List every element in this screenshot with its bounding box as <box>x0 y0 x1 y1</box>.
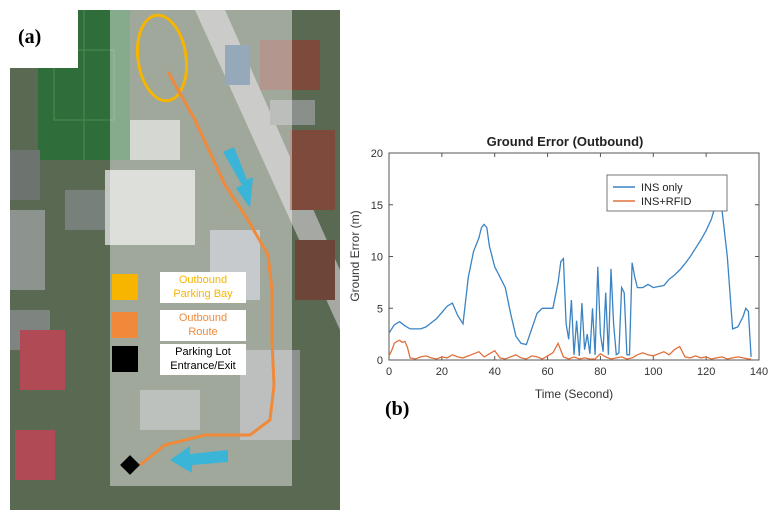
red-roof-building <box>20 330 65 390</box>
x-axis-label: Time (Second) <box>535 387 613 401</box>
chart-legend: INS only INS+RFID <box>606 174 728 212</box>
x-tick-label: 60 <box>541 366 553 378</box>
legend-entry: INS only <box>641 182 683 194</box>
entrance-marker <box>120 455 140 475</box>
direction-arrow-down <box>223 147 253 208</box>
x-tick-label: 120 <box>697 366 715 378</box>
x-tick-label: 0 <box>386 366 392 378</box>
route-swatch <box>112 312 138 338</box>
y-tick-label: 20 <box>371 148 383 160</box>
aerial-map-image <box>10 10 340 510</box>
ground-error-chart: Ground Error (Outbound) 0 5 10 15 20 0 20 40 60… <box>345 128 780 408</box>
parking-bay-swatch <box>112 274 138 300</box>
route-legend-label: Outbound Route <box>160 310 246 341</box>
entrance-swatch <box>112 346 138 372</box>
panel-a-label: (a) <box>18 26 42 48</box>
y-tick-label: 0 <box>377 355 383 367</box>
parking-bay-legend-label: Outbound Parking Bay <box>160 272 246 303</box>
x-tick-label: 80 <box>594 366 606 378</box>
x-tick-label: 20 <box>436 366 448 378</box>
chart-title: Ground Error (Outbound) <box>487 134 644 149</box>
direction-arrow-left <box>170 446 228 473</box>
x-tick-label: 40 <box>489 366 501 378</box>
series-line-ins-only <box>388 196 752 357</box>
outbound-route-path <box>139 71 276 467</box>
chart-svg: Ground Error (Outbound) 0 5 10 15 20 0 20 40 60… <box>348 134 768 401</box>
y-axis-label: Ground Error (m) <box>348 210 362 301</box>
large-building <box>105 170 195 245</box>
entrance-legend-label: Parking Lot Entrance/Exit <box>160 344 246 375</box>
x-tick-label: 140 <box>750 366 768 378</box>
legend-entry: INS+RFID <box>641 196 691 208</box>
series-line-ins-rfid <box>388 339 752 360</box>
parking-bay-marker <box>135 13 189 103</box>
y-tick-label: 5 <box>377 303 383 315</box>
x-tick-label: 100 <box>644 366 662 378</box>
route-overlay <box>110 10 292 486</box>
legend-box <box>606 174 728 212</box>
y-tick-label: 10 <box>371 252 383 264</box>
y-tick-label: 15 <box>371 200 383 212</box>
aerial-map <box>10 10 340 510</box>
panel-b-label: (b) <box>385 398 410 420</box>
panel-a-tag-background <box>10 10 78 68</box>
